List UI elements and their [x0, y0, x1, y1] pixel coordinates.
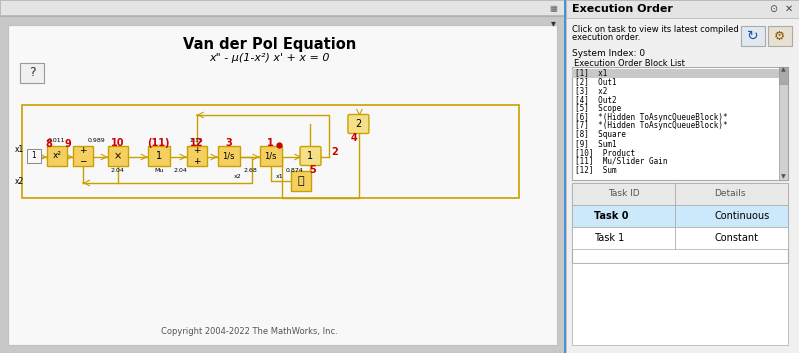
Bar: [572, 67, 788, 180]
Text: 0.874: 0.874: [285, 168, 304, 173]
Text: ▾: ▾: [551, 18, 555, 28]
Bar: [148, 146, 169, 166]
Text: Click on task to view its latest compiled: Click on task to view its latest compile…: [572, 24, 739, 34]
Text: [4]  Out2: [4] Out2: [575, 95, 617, 104]
Text: +
+: + +: [193, 146, 201, 166]
Text: 1: 1: [267, 138, 274, 148]
Text: ⬜: ⬜: [297, 176, 304, 186]
Bar: [572, 263, 788, 345]
Text: Task 1: Task 1: [594, 233, 625, 243]
Bar: [291, 171, 311, 191]
Text: [6]  *(Hidden ToAsyncQueueBlock)*: [6] *(Hidden ToAsyncQueueBlock)*: [575, 113, 728, 121]
Text: Execution Order: Execution Order: [572, 4, 673, 14]
Bar: [566, 0, 799, 18]
Bar: [73, 146, 93, 166]
Text: [12]  Sum: [12] Sum: [575, 165, 617, 174]
Text: ⚙: ⚙: [774, 30, 785, 42]
Bar: [572, 205, 788, 227]
Text: x1: x1: [276, 174, 284, 179]
Text: 1: 1: [156, 151, 162, 161]
Text: 4: 4: [351, 133, 358, 143]
Text: ?: ?: [29, 66, 35, 79]
Text: 1/s: 1/s: [222, 151, 235, 161]
Text: [3]  x2: [3] x2: [575, 86, 607, 95]
Text: 1: 1: [308, 151, 313, 161]
Text: System Index: 0: System Index: 0: [572, 48, 646, 58]
Text: Task 0: Task 0: [594, 211, 629, 221]
Text: [2]  Out1: [2] Out1: [575, 77, 617, 86]
Text: 2.04: 2.04: [173, 168, 188, 173]
Bar: [572, 183, 788, 263]
Text: 8: 8: [46, 139, 53, 149]
Text: [8]  Square: [8] Square: [575, 130, 626, 139]
Text: x²: x²: [53, 151, 62, 161]
Text: x2: x2: [15, 178, 24, 186]
Text: Details: Details: [714, 190, 745, 198]
Text: 2: 2: [356, 119, 362, 129]
Text: 12: 12: [190, 138, 204, 148]
Text: ↻: ↻: [747, 29, 758, 43]
Text: 10: 10: [111, 138, 125, 148]
Text: ▼: ▼: [781, 174, 785, 179]
Bar: [217, 146, 240, 166]
Text: [11]  Mu/Slider Gain: [11] Mu/Slider Gain: [575, 156, 668, 166]
Text: ⊙: ⊙: [769, 4, 777, 14]
Text: [10]  Product: [10] Product: [575, 148, 635, 157]
Bar: [564, 0, 566, 353]
Text: 1/s: 1/s: [264, 151, 276, 161]
Text: ✕: ✕: [785, 4, 793, 14]
Bar: [0, 0, 564, 15]
Text: 5: 5: [309, 165, 316, 175]
Text: Execution Order Block List: Execution Order Block List: [574, 59, 685, 67]
Bar: [572, 183, 788, 205]
Text: ▦: ▦: [549, 4, 557, 12]
Text: Mu: Mu: [154, 168, 164, 173]
Text: x2: x2: [234, 174, 241, 179]
Text: x" - μ(1-x²) x' + x = 0: x" - μ(1-x²) x' + x = 0: [209, 53, 330, 63]
Text: Constant: Constant: [714, 233, 759, 243]
Bar: [187, 146, 207, 166]
Text: 2.15: 2.15: [190, 138, 204, 143]
Text: 2.68: 2.68: [244, 168, 257, 173]
Text: ▲: ▲: [781, 67, 785, 72]
FancyBboxPatch shape: [348, 114, 369, 133]
Text: ×: ×: [113, 151, 122, 161]
Bar: [779, 67, 788, 180]
Bar: [260, 146, 281, 166]
Text: [1]  x1: [1] x1: [575, 68, 607, 78]
Bar: [741, 26, 765, 46]
Text: Task ID: Task ID: [609, 190, 640, 198]
Text: 9: 9: [65, 139, 71, 149]
Text: 1: 1: [32, 151, 36, 161]
Bar: [572, 227, 788, 249]
Text: Copyright 2004-2022 The MathWorks, Inc.: Copyright 2004-2022 The MathWorks, Inc.: [161, 327, 338, 335]
Bar: [47, 146, 67, 166]
Bar: [108, 146, 128, 166]
Text: x1: x1: [15, 144, 24, 154]
Text: 3: 3: [225, 138, 232, 148]
Text: 2.04: 2.04: [111, 168, 125, 173]
Bar: [20, 63, 44, 83]
Text: Continuous: Continuous: [714, 211, 770, 221]
Bar: [27, 149, 41, 163]
Text: [7]  *(Hidden ToAsyncQueueBlock)*: [7] *(Hidden ToAsyncQueueBlock)*: [575, 121, 728, 130]
Bar: [779, 67, 788, 84]
Text: 0.989: 0.989: [88, 138, 105, 143]
Bar: [768, 26, 792, 46]
Bar: [22, 105, 519, 198]
Text: (11): (11): [148, 138, 170, 148]
FancyBboxPatch shape: [300, 146, 321, 166]
Text: 2: 2: [331, 147, 338, 157]
Bar: [572, 69, 779, 78]
Text: execution order.: execution order.: [572, 34, 641, 42]
Text: [9]  Sum1: [9] Sum1: [575, 139, 617, 148]
Text: 0.011: 0.011: [48, 138, 66, 143]
Text: [5]  Scope: [5] Scope: [575, 104, 622, 113]
Text: Van der Pol Equation: Van der Pol Equation: [183, 37, 356, 53]
Text: +
−: + −: [79, 146, 86, 166]
